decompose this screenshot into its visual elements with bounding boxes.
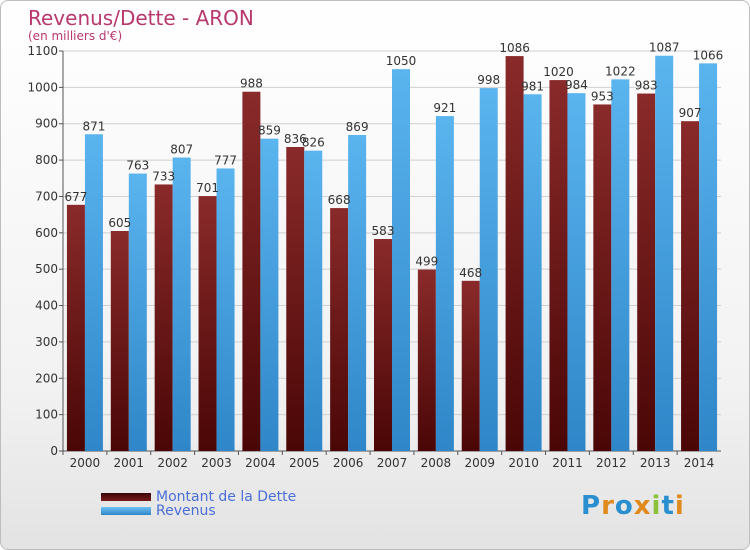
- legend-revenue: Revenus: [101, 503, 216, 519]
- debt-bar: [286, 147, 305, 451]
- y-tick-label: 100: [35, 408, 58, 422]
- debt-bar: [374, 239, 392, 451]
- debt-value-label: 733: [152, 169, 175, 183]
- y-tick-label: 700: [35, 189, 58, 203]
- revenue-bar: [128, 173, 147, 451]
- y-tick-label: 200: [35, 371, 58, 385]
- debt-bar: [593, 104, 612, 452]
- debt-value-label: 605: [108, 216, 131, 230]
- revenue-value-label: 998: [477, 73, 500, 87]
- debt-value-label: 677: [64, 190, 87, 204]
- debt-value-label: 1020: [543, 65, 574, 79]
- x-tick-label: 2011: [552, 456, 583, 470]
- debt-bar: [417, 269, 436, 451]
- x-tick-label: 2008: [421, 456, 452, 470]
- y-tick-label: 500: [35, 262, 58, 276]
- debt-value-label: 701: [196, 181, 219, 195]
- debt-value-label: 499: [415, 255, 438, 269]
- revenue-bar: [260, 138, 279, 452]
- x-tick-label: 2007: [377, 456, 408, 470]
- x-tick-label: 2006: [333, 456, 364, 470]
- x-tick-label: 2000: [70, 456, 101, 470]
- debt-bar: [681, 121, 700, 451]
- debt-bar: [242, 91, 261, 452]
- revenue-bar: [172, 157, 191, 451]
- revenue-value-label: 921: [433, 101, 456, 115]
- revenue-value-label: 1022: [605, 64, 636, 78]
- debt-bar: [505, 56, 524, 451]
- revenue-value-label: 859: [258, 124, 281, 138]
- proxiti-logo: Proxiti: [581, 491, 685, 521]
- revenue-bar: [304, 150, 323, 452]
- revenue-value-label: 981: [521, 79, 544, 93]
- x-tick-label: 2004: [245, 456, 276, 470]
- x-tick-label: 2003: [201, 456, 232, 470]
- chart-title: Revenus/Dette - ARON: [28, 6, 254, 30]
- debt-bar: [549, 80, 568, 451]
- revenue-value-label: 826: [302, 136, 325, 150]
- debt-bar: [110, 231, 129, 451]
- x-tick-label: 2012: [596, 456, 627, 470]
- revenue-bar: [435, 116, 454, 451]
- revenue-bar: [216, 168, 235, 452]
- revenue-value-label: 1050: [386, 54, 417, 68]
- revenue-value-label: 1066: [693, 48, 724, 62]
- debt-value-label: 988: [240, 77, 263, 91]
- debt-bar: [66, 204, 85, 451]
- revenue-bar: [348, 135, 367, 451]
- revenue-bar: [655, 55, 674, 452]
- legend-revenue-label: Revenus: [156, 503, 216, 519]
- y-tick-label: 600: [35, 226, 58, 240]
- debt-value-label: 953: [591, 89, 614, 103]
- chart-subtitle: (en milliers d'€): [28, 29, 123, 43]
- legend-revenue-swatch: [101, 507, 151, 515]
- y-tick-label: 800: [35, 153, 58, 167]
- revenue-bar: [392, 69, 410, 451]
- debt-value-label: 907: [679, 106, 702, 120]
- y-tick-label: 400: [35, 299, 58, 313]
- y-tick-label: 300: [35, 335, 58, 349]
- debt-value-label: 583: [372, 224, 395, 238]
- revenue-value-label: 1087: [649, 41, 680, 55]
- debt-value-label: 983: [635, 79, 658, 93]
- revenue-value-label: 984: [565, 78, 588, 92]
- x-tick-label: 2001: [114, 456, 145, 470]
- debt-value-label: 836: [284, 132, 307, 146]
- x-tick-label: 2002: [157, 456, 188, 470]
- legend-debt-label: Montant de la Dette: [156, 489, 297, 505]
- x-tick-label: 2009: [464, 456, 495, 470]
- x-tick-label: 2010: [508, 456, 539, 470]
- debt-bar: [154, 184, 173, 452]
- y-tick-label: 900: [35, 117, 58, 131]
- y-tick-label: 1100: [27, 44, 58, 58]
- debt-bar: [461, 280, 480, 451]
- revenue-bar: [567, 93, 586, 451]
- x-tick-label: 2005: [289, 456, 320, 470]
- debt-bar: [330, 208, 349, 451]
- debt-bar: [637, 93, 656, 451]
- legend-debt: Montant de la Dette: [101, 489, 296, 505]
- revenue-bar: [479, 88, 498, 451]
- y-tick-label: 1000: [27, 80, 58, 94]
- debt-bar: [198, 196, 217, 451]
- revenue-value-label: 777: [214, 153, 237, 167]
- x-tick-label: 2014: [684, 456, 715, 470]
- revenue-value-label: 871: [82, 119, 105, 133]
- revenue-bar: [84, 134, 103, 452]
- revenue-bar: [611, 79, 630, 451]
- debt-value-label: 468: [459, 266, 482, 280]
- legend-debt-swatch: [101, 493, 151, 501]
- debt-value-label: 1086: [499, 41, 530, 55]
- x-tick-label: 2013: [640, 456, 671, 470]
- revenue-bar: [699, 63, 718, 451]
- revenue-value-label: 869: [346, 120, 369, 134]
- revenue-value-label: 807: [170, 143, 193, 157]
- debt-value-label: 668: [328, 193, 351, 207]
- y-tick-label: 0: [50, 444, 58, 458]
- revenue-bar: [523, 94, 542, 451]
- revenue-value-label: 763: [126, 159, 149, 173]
